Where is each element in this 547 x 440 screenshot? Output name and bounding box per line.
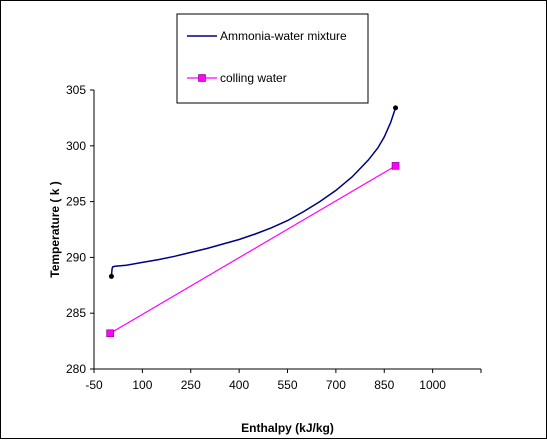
series-line-ammonia-water-mixture xyxy=(110,107,397,277)
x-tick-label: 850 xyxy=(374,378,394,392)
x-tick-label: -50 xyxy=(85,378,103,392)
x-tick-label: 100 xyxy=(132,378,152,392)
x-tick-label: 1000 xyxy=(419,378,446,392)
y-tick-label: 295 xyxy=(66,195,86,209)
series-point-ammonia-water-mixture xyxy=(108,273,114,279)
x-tick-label: 550 xyxy=(277,378,297,392)
legend-marker-colling-water xyxy=(198,74,206,82)
series-point-colling-water xyxy=(106,329,114,338)
x-axis-title: Enthalpy (kJ/kg) xyxy=(241,421,334,435)
y-tick-label: 285 xyxy=(66,306,86,320)
y-tick-label: 305 xyxy=(66,83,86,97)
x-tick-label: 250 xyxy=(181,378,201,392)
series-line-colling-water xyxy=(109,165,396,334)
legend-label-ammonia-water-mixture: Ammonia-water mixture xyxy=(220,29,347,43)
series-point-colling-water xyxy=(391,162,400,170)
y-tick-label: 300 xyxy=(66,139,86,153)
legend-box xyxy=(176,13,369,104)
x-tick-label: 700 xyxy=(326,378,346,392)
x-tick-label: 400 xyxy=(229,378,249,392)
series-point-ammonia-water-mixture xyxy=(393,105,399,111)
y-tick-label: 290 xyxy=(66,250,86,264)
y-tick-label: 280 xyxy=(66,362,86,376)
legend-label-colling-water: colling water xyxy=(220,71,287,85)
y-axis-title: Temperature ( k ) xyxy=(48,181,62,277)
